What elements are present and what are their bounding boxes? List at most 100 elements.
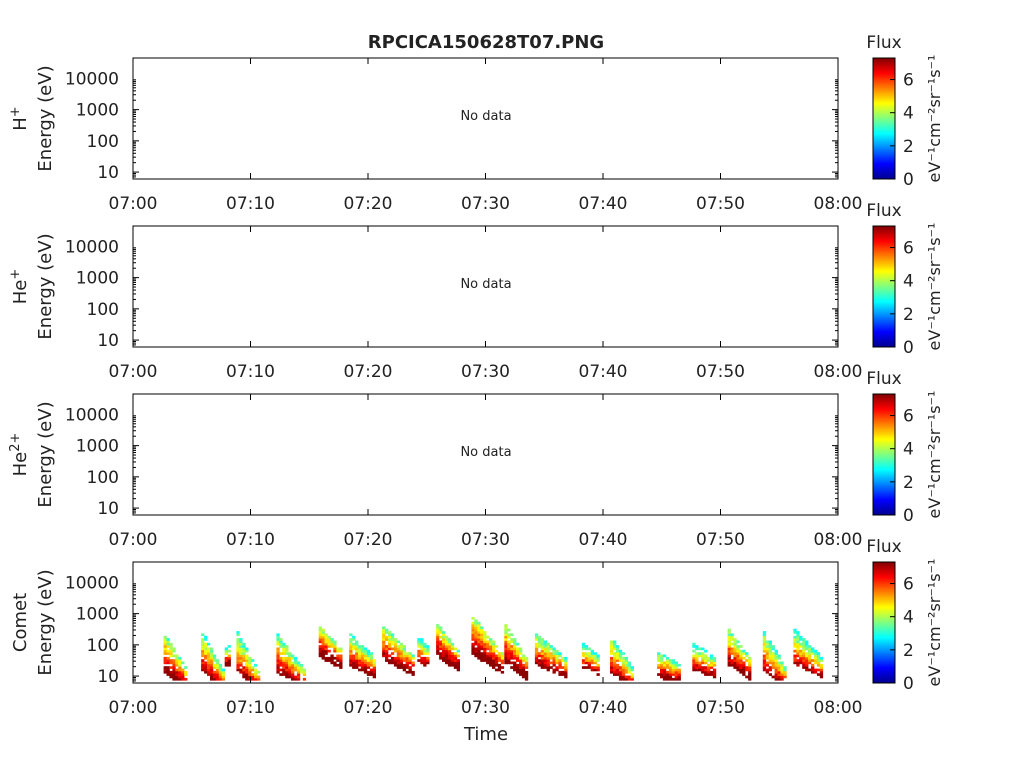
spectrogram-pixel	[393, 649, 398, 653]
spectrogram-pixel	[615, 654, 620, 658]
spectrogram-pixel	[546, 652, 550, 655]
spectrogram-pixel	[660, 656, 664, 660]
spectrogram-pixel	[291, 673, 295, 676]
spectrogram-pixel	[546, 642, 550, 646]
spectrogram-pixel	[318, 626, 322, 630]
spectrogram-pixel	[439, 631, 443, 634]
spectrogram-pixel	[420, 649, 424, 653]
spectrogram-pixel	[178, 656, 182, 660]
spectrogram-pixel	[166, 640, 170, 644]
no-data-label: No data	[460, 445, 511, 460]
spectrogram-pixel	[163, 642, 167, 646]
spectrogram-pixel	[768, 659, 772, 662]
spectrogram-pixel	[393, 656, 398, 660]
spectrogram-pixel	[500, 659, 505, 662]
spectrogram-pixel	[215, 668, 220, 672]
spectrogram-pixel	[360, 661, 365, 665]
spectrogram-pixel	[248, 666, 252, 669]
spectrogram-pixel	[777, 670, 781, 674]
spectrogram-pixel	[402, 663, 406, 667]
spectrogram-pixel	[366, 654, 371, 658]
spectrogram-pixel	[543, 640, 547, 644]
spectrogram-pixel	[558, 652, 562, 655]
spectrogram-pixel	[727, 645, 731, 648]
spectrogram-pixel	[236, 656, 240, 660]
spectrogram-pixel	[727, 661, 731, 665]
spectrogram-pixel	[175, 670, 179, 674]
spectrogram-pixel	[456, 649, 460, 653]
spectrogram-pixel	[477, 652, 481, 655]
spectrogram-pixel	[450, 647, 455, 651]
spectrogram-pixel	[390, 652, 395, 655]
spectrogram-pixel	[793, 628, 797, 632]
spectrogram-pixel	[480, 631, 484, 634]
spectrogram-pixel	[339, 666, 343, 669]
spectrogram-pixel	[802, 661, 806, 665]
spectrogram-pixel	[330, 656, 334, 660]
spectrogram-pixel	[513, 645, 517, 648]
spectrogram-pixel	[819, 673, 824, 676]
spectrogram-pixel	[500, 652, 505, 655]
spectrogram-pixel	[698, 652, 702, 655]
spectrogram-pixel	[540, 663, 544, 667]
spectrogram-pixel	[276, 640, 280, 644]
spectrogram-pixel	[521, 673, 526, 676]
spectrogram-pixel	[492, 661, 496, 665]
spectrogram-pixel	[657, 659, 661, 662]
spectrogram-pixel	[393, 647, 398, 651]
spectrogram-pixel	[363, 647, 368, 651]
spectrogram-pixel	[610, 656, 614, 660]
spectrogram-pixel	[349, 659, 353, 662]
spectrogram-pixel	[736, 663, 740, 667]
spectrogram-pixel	[349, 661, 353, 665]
spectrogram-pixel	[665, 677, 670, 681]
spectrogram-pixel	[799, 659, 803, 662]
species-label: H+	[8, 106, 32, 130]
spectrogram-pixel	[169, 652, 173, 655]
spectrogram-pixel	[172, 661, 176, 665]
spectrogram-pixel	[450, 661, 455, 665]
spectrogram-pixel	[339, 649, 343, 653]
spectrogram-pixel	[221, 668, 225, 672]
spectrogram-pixel	[590, 668, 594, 672]
spectrogram-pixel	[372, 670, 376, 674]
spectrogram-pixel	[239, 670, 243, 674]
spectrogram-pixel	[771, 661, 775, 665]
spectrogram-pixel	[564, 661, 568, 665]
spectrogram-pixel	[207, 670, 211, 674]
spectrogram-pixel	[296, 673, 301, 676]
spectrogram-pixel	[489, 640, 493, 644]
spectrogram-pixel	[671, 659, 675, 662]
spectrogram-pixel	[330, 661, 334, 665]
spectrogram-pixel	[456, 668, 460, 672]
spectrogram-pixel	[163, 666, 167, 669]
spectrogram-pixel	[218, 666, 223, 669]
spectrogram-pixel	[201, 668, 205, 672]
x-tick-label: 07:00	[109, 698, 158, 718]
spectrogram-pixel	[489, 659, 493, 662]
spectrogram-pixel	[163, 668, 167, 672]
spectrogram-pixel	[349, 638, 353, 641]
spectrogram-pixel	[762, 647, 767, 651]
spectrogram-pixel	[212, 677, 217, 681]
spectrogram-pixel	[540, 647, 544, 651]
spectrogram-pixel	[707, 666, 711, 669]
spectrogram-pixel	[239, 638, 243, 641]
spectrogram-pixel	[204, 638, 208, 641]
spectrogram-pixel	[282, 656, 286, 660]
spectrogram-pixel	[396, 654, 401, 658]
spectrogram-pixel	[671, 673, 675, 676]
spectrogram-pixel	[765, 642, 769, 646]
spectrogram-pixel	[254, 663, 258, 667]
spectrogram-pixel	[399, 654, 403, 658]
spectrogram-pixel	[504, 649, 508, 653]
spectrogram-pixel	[204, 670, 208, 674]
spectrogram-pixel	[426, 661, 430, 665]
spectrogram-pixel	[212, 666, 217, 669]
spectrogram-pixel	[385, 649, 389, 653]
spectrogram-pixel	[236, 633, 240, 637]
spectrogram-pixel	[793, 642, 797, 646]
spectrogram-pixel	[420, 647, 424, 651]
panel-1: 07:00 07:10 07:20 07:30 07:40 07:50 08:0010100…	[8, 33, 945, 214]
spectrogram-pixel	[178, 677, 182, 681]
